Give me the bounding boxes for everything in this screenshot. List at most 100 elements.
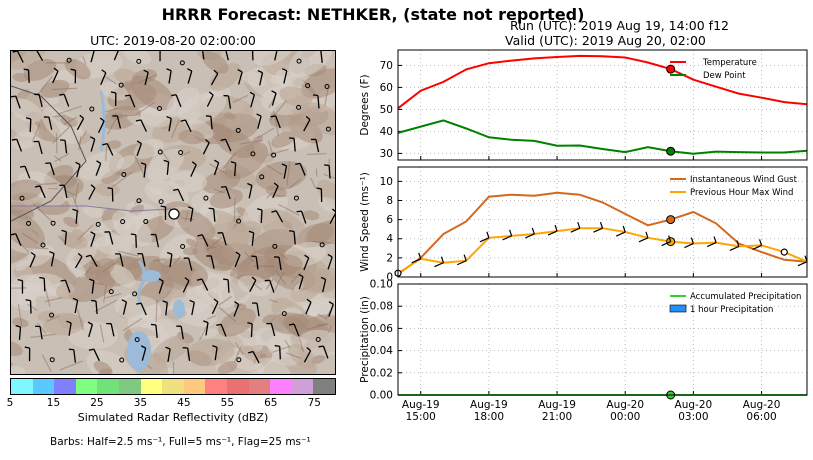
y-tick-label: 0.06 (370, 323, 394, 335)
calm-wind-marker (236, 218, 242, 224)
wind-barb-feather (160, 205, 166, 208)
calm-wind-marker (108, 289, 114, 295)
wind-barb (143, 164, 147, 178)
terrain-patch (160, 258, 209, 287)
wind-barb-feather (166, 115, 172, 120)
terrain-ridge (52, 125, 71, 144)
terrain-ridge (278, 203, 300, 216)
wind-barb (328, 304, 334, 317)
wind-barb (201, 278, 209, 291)
wind-barb (293, 231, 296, 245)
wind-barb-feather (59, 93, 65, 96)
terrain-ridge (36, 182, 58, 186)
wind-barb (140, 119, 147, 132)
wind-barb (187, 347, 191, 361)
terrain-patch (27, 245, 54, 267)
wind-barb-feather (101, 69, 107, 74)
wind-barb (90, 254, 98, 267)
wind-barb (167, 348, 171, 362)
wind-barb-feather (140, 162, 146, 166)
wind-barb-feather (271, 210, 277, 213)
terrain-ridge (275, 194, 287, 197)
terrain-patch (264, 254, 303, 277)
wind-barb-feather (440, 256, 445, 263)
calm-wind-marker (40, 242, 46, 248)
colorbar-swatch (162, 379, 184, 394)
wind-barb (411, 258, 421, 264)
y-tick-label: 10 (380, 176, 393, 188)
terrain-patch (132, 69, 157, 85)
wind-barb (188, 257, 193, 271)
terrain-patch (55, 277, 90, 300)
terrain-ridge (286, 161, 291, 186)
wind-barb (187, 70, 193, 84)
terrain-ridge (105, 292, 122, 299)
wind-barb-feather (130, 233, 136, 236)
plot-area (398, 284, 807, 395)
wind-barb (274, 51, 278, 61)
terrain-patch (258, 208, 308, 245)
terrain-ridge (310, 177, 317, 189)
terrain-ridge (272, 345, 291, 353)
calm-wind-marker (780, 248, 788, 256)
wind-barb-feather (121, 299, 127, 303)
wind-barb (479, 237, 490, 243)
lake (127, 331, 151, 371)
terrain-patch (109, 264, 136, 288)
wind-barb (88, 324, 94, 338)
terrain-ridge (279, 252, 288, 260)
wind-barb (225, 51, 229, 61)
wind-barb-feather (509, 229, 513, 237)
calm-wind-marker (305, 83, 311, 89)
terrain-ridge (235, 342, 244, 355)
wind-barb-feather (88, 278, 95, 282)
plot-frame (397, 166, 808, 278)
terrain-ridge (99, 324, 105, 343)
wind-barb-feather (158, 278, 164, 282)
terrain-ridge (107, 117, 118, 135)
terrain-ridge (17, 304, 23, 327)
terrain-ridge (222, 152, 237, 170)
wind-barb (64, 231, 67, 245)
wind-barb (260, 209, 263, 224)
calm-wind-marker (272, 243, 278, 249)
county-boundary (11, 205, 172, 212)
wind-barb (303, 119, 311, 132)
calm-wind-marker (158, 199, 164, 205)
wind-barb-feather (622, 225, 626, 233)
wind-barb (275, 115, 281, 129)
colorbar-tick-label: 35 (133, 397, 148, 409)
wind-barb (206, 94, 214, 107)
terrain-ridge (27, 303, 38, 311)
y-axis-label: Wind Speed (ms⁻¹) (359, 172, 371, 272)
wind-barb-feather (220, 185, 227, 188)
terrain-ridge (46, 315, 61, 323)
colorbar-tick-label: 15 (46, 397, 61, 409)
wind-barb (225, 186, 231, 200)
terrain-patch (41, 107, 84, 145)
wind-barb-feather (11, 95, 16, 98)
terrain-ridge (317, 313, 327, 319)
wind-barb (168, 118, 172, 132)
wind-barb-feather (331, 208, 335, 213)
terrain-ridge (105, 146, 108, 161)
wind-barb-feather (140, 345, 146, 349)
terrain-patch (299, 329, 335, 356)
wind-barb (220, 324, 227, 337)
calm-wind-marker (315, 337, 321, 343)
calm-wind-marker (132, 291, 138, 297)
terrain-patch (166, 87, 200, 117)
wind-barb (76, 118, 85, 131)
wind-barb (315, 139, 320, 153)
wind-barb (298, 276, 304, 290)
terrain-ridge (134, 156, 146, 178)
wind-barb-feather (295, 162, 301, 165)
wind-barb (113, 51, 119, 61)
wind-barb-feather (257, 70, 263, 74)
wind-barb (205, 322, 209, 336)
wind-barb (283, 165, 288, 179)
terrain-ridge (285, 352, 301, 359)
terrain-ridge (77, 224, 94, 241)
wind-barb-feather (213, 69, 219, 75)
